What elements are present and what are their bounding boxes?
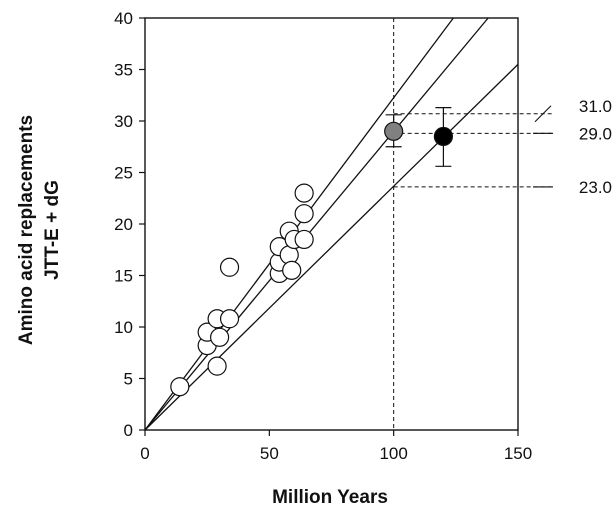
y-tick-label-0: 0 xyxy=(124,421,133,440)
y-tick-label-1: 5 xyxy=(124,370,133,389)
y-tick-label-5: 25 xyxy=(114,164,133,183)
y-axis-title-line-2: JTT-E + dG xyxy=(42,180,63,280)
regression-line-2 xyxy=(144,63,519,431)
plot-frame xyxy=(144,17,519,431)
data-point-0-16 xyxy=(294,204,314,224)
x-tick-label-1: 50 xyxy=(260,444,279,463)
callout-label-0: 31.0 xyxy=(579,97,612,116)
data-points xyxy=(170,121,453,397)
data-point-0-3 xyxy=(207,356,227,376)
axes xyxy=(139,17,519,436)
y-axis-title-line-1: Amino acid replacements xyxy=(16,115,37,345)
data-point-0-5 xyxy=(210,327,230,347)
regression-lines xyxy=(144,17,519,431)
data-point-0-7 xyxy=(219,257,240,277)
data-point-0-6 xyxy=(219,309,240,329)
y-tick-label-6: 30 xyxy=(114,112,133,131)
data-point-2-0 xyxy=(433,126,453,147)
x-tick-label-2: 100 xyxy=(379,444,407,463)
callouts: 31.0 29.0 23.0 xyxy=(533,97,612,197)
y-tick-label-4: 20 xyxy=(114,215,133,234)
data-point-0-0 xyxy=(170,377,190,397)
reference-lines xyxy=(393,18,553,430)
y-tick-label-2: 10 xyxy=(114,318,133,337)
data-point-0-17 xyxy=(294,183,314,203)
data-point-0-13 xyxy=(282,260,302,280)
data-point-1-0 xyxy=(384,121,404,141)
y-tick-label-7: 35 xyxy=(114,61,133,80)
axis-titles: Million Years Amino acid replacements JT… xyxy=(16,115,388,508)
callout-label-1: 29.0 xyxy=(579,124,612,143)
data-point-0-15 xyxy=(294,229,314,250)
callout-label-2: 23.0 xyxy=(579,178,612,197)
y-tick-label-8: 40 xyxy=(114,9,133,28)
plot-area xyxy=(144,17,519,431)
tick-labels: 0 50 100 150 0 5 10 15 20 25 30 35 40 xyxy=(114,9,532,463)
regression-line-1 xyxy=(144,17,489,431)
x-tick-label-0: 0 xyxy=(140,444,149,463)
callout-connector-0 xyxy=(534,105,552,123)
x-tick-label-3: 150 xyxy=(504,444,532,463)
x-axis-title: Million Years xyxy=(272,487,388,508)
y-tick-label-3: 15 xyxy=(114,267,133,286)
regression-line-0 xyxy=(144,17,454,431)
